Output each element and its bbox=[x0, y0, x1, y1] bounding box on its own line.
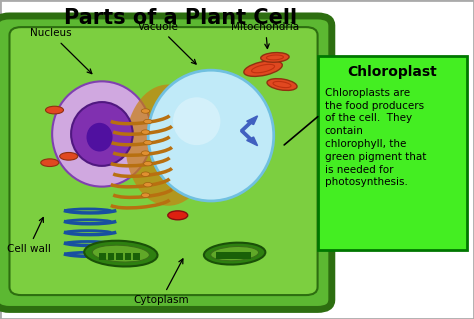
Text: Mitochondria: Mitochondria bbox=[231, 22, 300, 48]
Ellipse shape bbox=[144, 140, 152, 145]
Bar bbox=[216, 252, 223, 259]
Ellipse shape bbox=[267, 79, 297, 90]
FancyArrow shape bbox=[241, 130, 257, 146]
Text: Vacuole: Vacuole bbox=[138, 22, 196, 64]
Ellipse shape bbox=[144, 161, 152, 166]
Ellipse shape bbox=[84, 241, 157, 266]
Ellipse shape bbox=[148, 70, 274, 201]
Bar bbox=[116, 253, 123, 260]
Text: Chloroplasts are
the food producers
of the cell.  They
contain
chlorophyll, the
: Chloroplasts are the food producers of t… bbox=[325, 88, 426, 187]
Ellipse shape bbox=[244, 61, 283, 77]
Bar bbox=[108, 253, 114, 260]
Ellipse shape bbox=[141, 130, 150, 134]
Ellipse shape bbox=[144, 119, 152, 124]
Bar bbox=[133, 253, 140, 260]
Ellipse shape bbox=[126, 85, 211, 206]
Ellipse shape bbox=[141, 151, 150, 155]
Text: Cytoplasm: Cytoplasm bbox=[133, 259, 189, 305]
Ellipse shape bbox=[144, 182, 152, 187]
Text: Chloroplast: Chloroplast bbox=[347, 65, 437, 79]
Ellipse shape bbox=[261, 53, 289, 62]
Bar bbox=[125, 253, 131, 260]
Ellipse shape bbox=[141, 172, 150, 176]
FancyBboxPatch shape bbox=[9, 27, 318, 295]
Ellipse shape bbox=[141, 109, 150, 113]
FancyBboxPatch shape bbox=[0, 16, 332, 309]
Ellipse shape bbox=[204, 243, 265, 264]
FancyArrow shape bbox=[241, 116, 257, 131]
Bar bbox=[244, 252, 251, 259]
Bar bbox=[223, 252, 229, 259]
Ellipse shape bbox=[46, 106, 64, 114]
Ellipse shape bbox=[52, 81, 152, 187]
Bar bbox=[99, 253, 106, 260]
Text: Nucleus: Nucleus bbox=[30, 28, 92, 74]
Bar bbox=[237, 252, 244, 259]
Ellipse shape bbox=[141, 193, 150, 197]
Ellipse shape bbox=[41, 159, 59, 167]
Ellipse shape bbox=[173, 97, 220, 145]
Text: Parts of a Plant Cell: Parts of a Plant Cell bbox=[64, 8, 297, 28]
Ellipse shape bbox=[86, 123, 112, 152]
Ellipse shape bbox=[210, 247, 259, 261]
Ellipse shape bbox=[60, 152, 78, 160]
Ellipse shape bbox=[71, 102, 133, 166]
Ellipse shape bbox=[168, 211, 188, 220]
Bar bbox=[230, 252, 237, 259]
Text: Cell wall: Cell wall bbox=[7, 218, 50, 254]
Ellipse shape bbox=[92, 245, 149, 262]
FancyBboxPatch shape bbox=[318, 56, 467, 250]
